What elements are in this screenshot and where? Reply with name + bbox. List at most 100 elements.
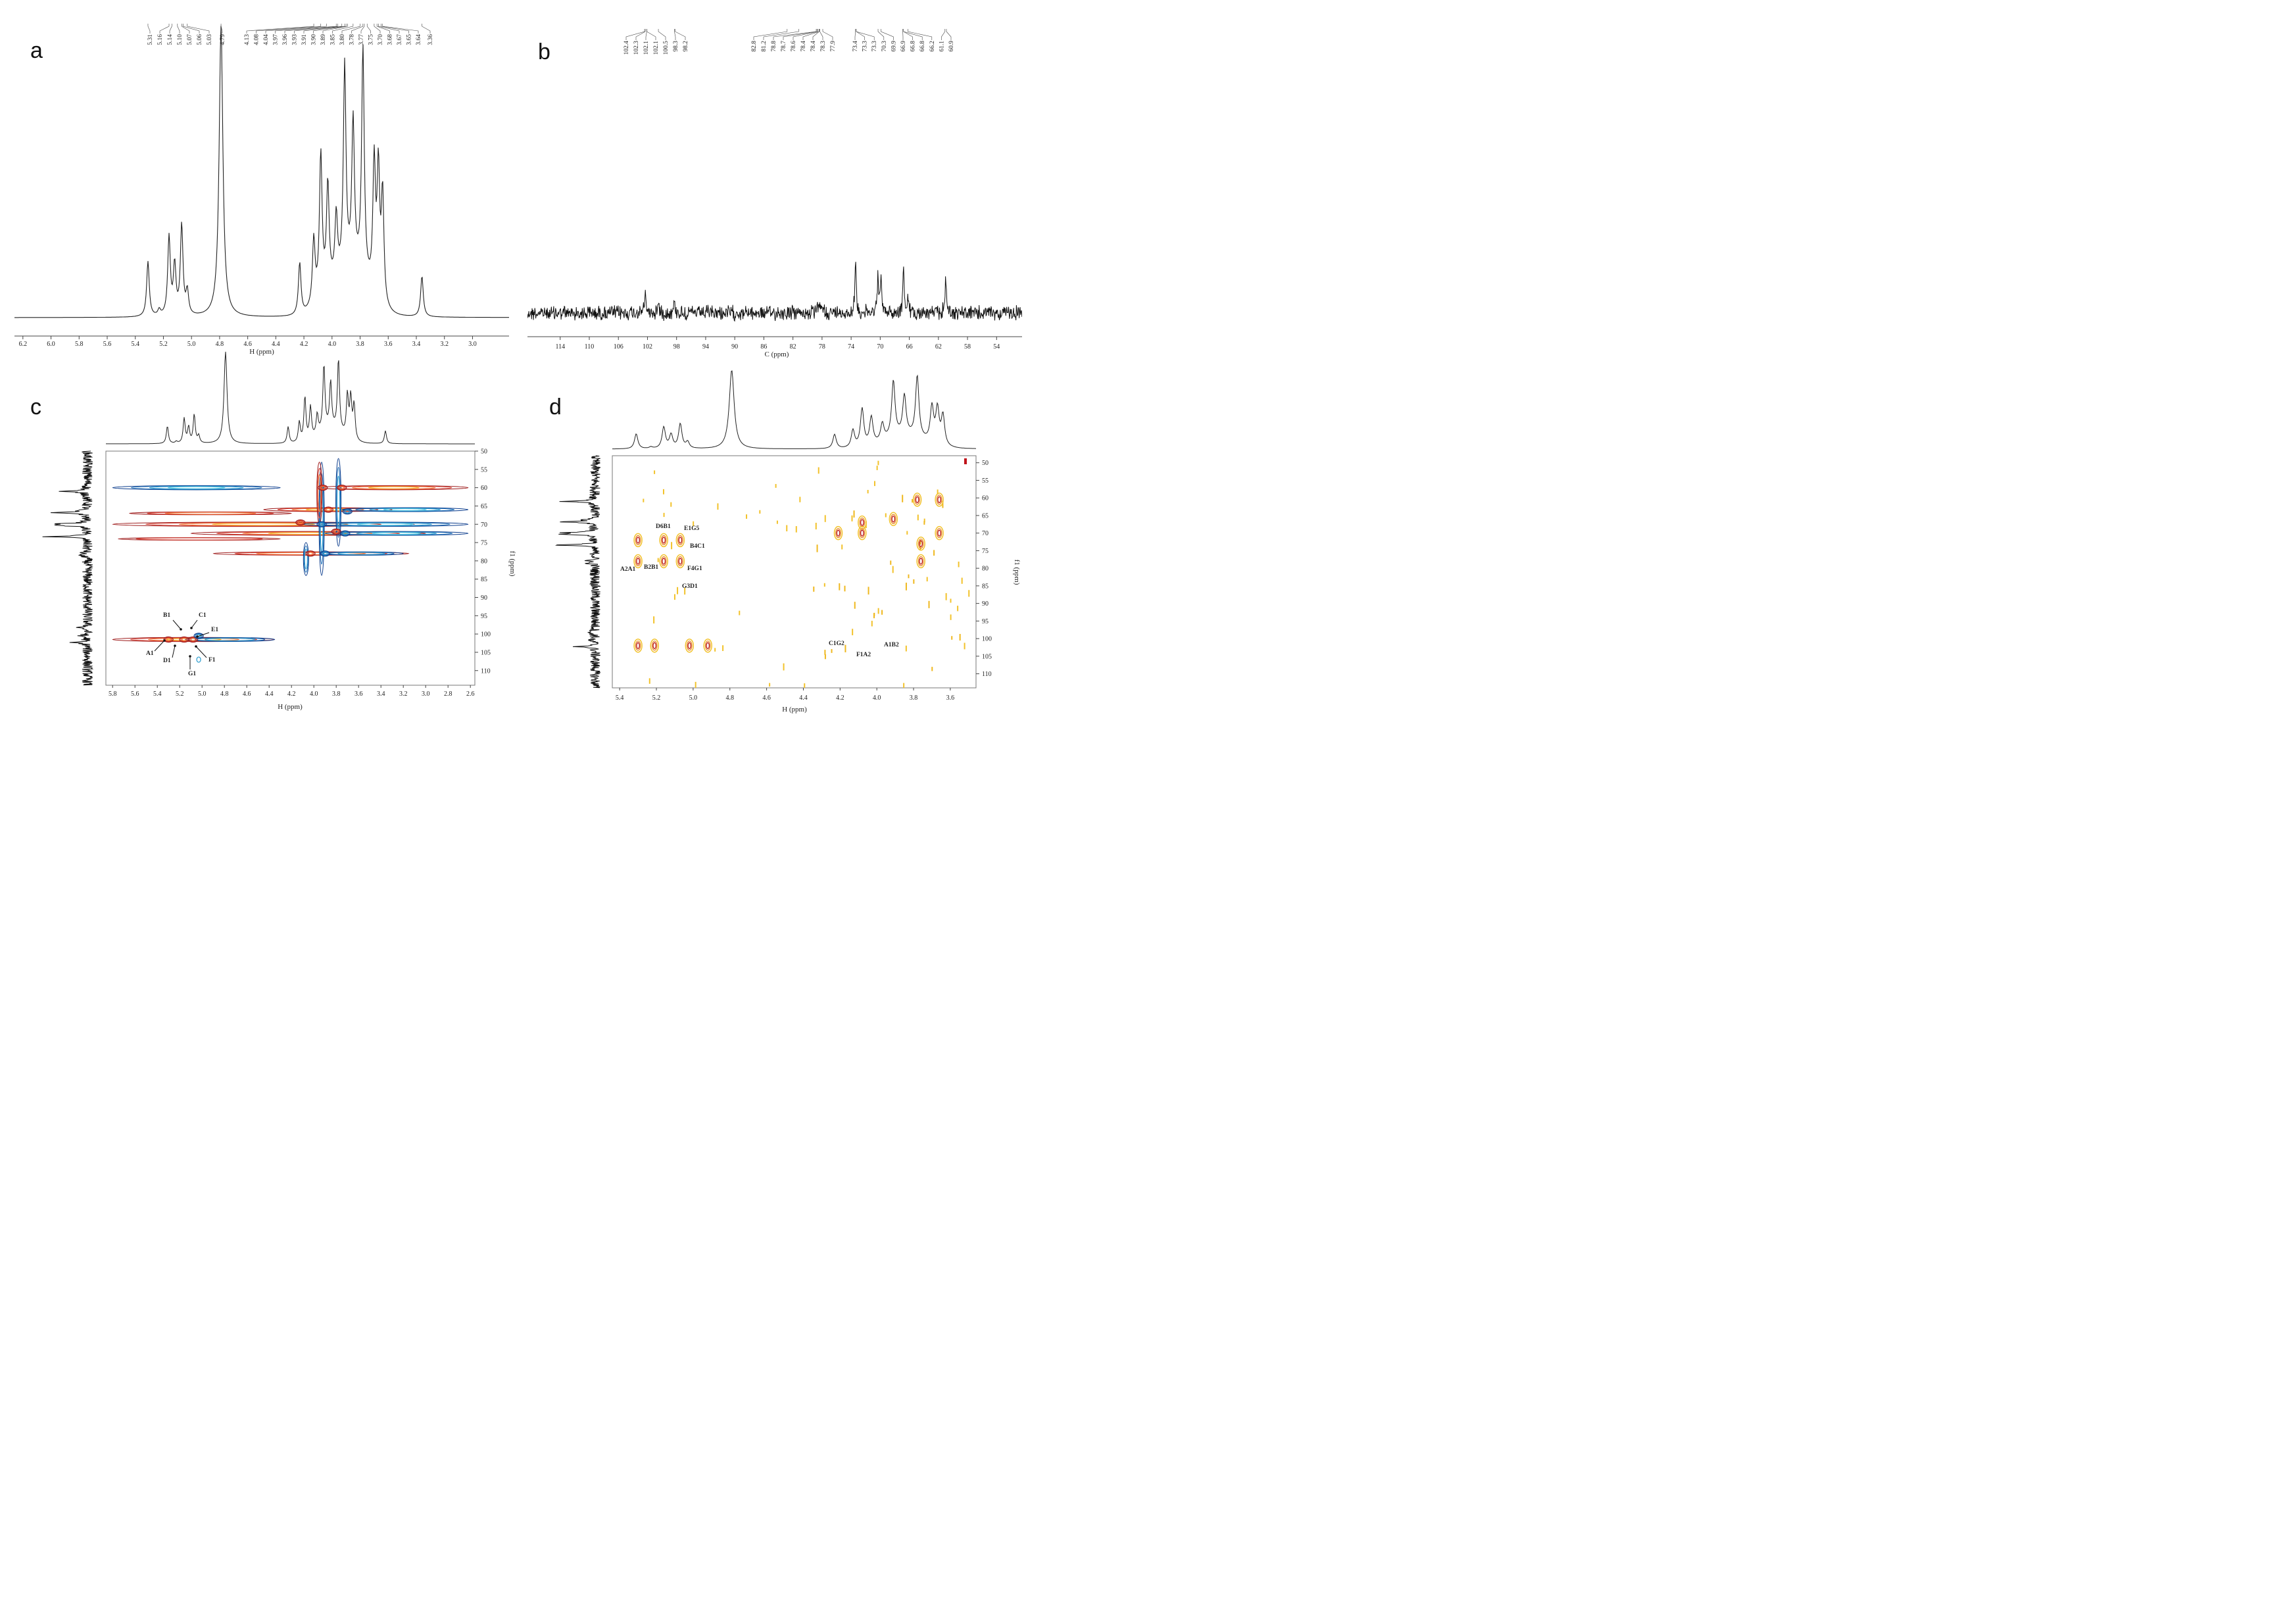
panel-c-contour-line: [324, 531, 469, 536]
panel-a-tick-label: 4.6: [243, 341, 252, 348]
panel-d-noise-dot: [877, 460, 879, 466]
panel-c-y-tick-label: 80: [481, 558, 487, 565]
panel-b-tick-label: 94: [702, 343, 709, 350]
panel-d-cross-peak: [889, 512, 898, 527]
panel-c-annotation-arrowhead: [195, 645, 197, 648]
panel-d-annotation-label: A2A1: [620, 566, 635, 573]
panel-c-cross-peak: [318, 521, 326, 527]
panel-c-annotation-label: A1: [146, 650, 154, 657]
panel-d-noise-dot: [853, 510, 855, 518]
panel-c-x-tick-label: 2.6: [466, 690, 475, 698]
panel-c-contour-line: [336, 466, 341, 538]
panel-d-cross-peak: [677, 556, 683, 567]
panel-d-noise-dot: [813, 586, 815, 592]
panel-a-peak-leader: [187, 24, 210, 34]
panel-b-peak-label: 77.9: [830, 41, 837, 52]
panel-d-y-tick-label: 75: [982, 548, 989, 555]
panel-d-noise-dot: [926, 577, 928, 582]
panel-b-peak-label: 66.2: [929, 41, 936, 52]
panel-c-cross-peak: [333, 529, 339, 533]
panel-b-peak-leader: [647, 29, 656, 40]
panel-c-contour-line: [372, 532, 422, 535]
panel-a-peak-label: 4.08: [254, 34, 260, 45]
panel-d-x-tick-label: 5.0: [689, 694, 698, 702]
panel-c-contour-line: [318, 474, 322, 512]
panel-a-peak-label: 3.65: [406, 34, 413, 45]
panel-d-annotation-label: E1G5: [684, 525, 699, 532]
panel-a-peak-leader: [381, 24, 409, 34]
panel-b-peak-leader: [753, 29, 788, 40]
panel-d-noise-dot: [831, 649, 833, 653]
panel-c-contour-line: [205, 638, 256, 641]
panel-d-cross-peak: [685, 639, 695, 653]
panel-d-annotation-label: F1A2: [856, 652, 871, 658]
panel-d-noise-dot: [957, 606, 959, 612]
panel-b-peak-leader: [635, 29, 646, 40]
panel-a-peak-label: 3.75: [368, 34, 375, 45]
panel-a-peak-leader: [177, 24, 180, 34]
panel-c-cross-peak: [319, 522, 324, 526]
panel-d-cross-peak: [686, 640, 693, 651]
panel-d-noise-dot: [905, 645, 907, 652]
panel-d-noise-dot: [684, 587, 686, 595]
panel-c-x-tick-label: 4.0: [310, 690, 318, 698]
panel-a-peak-label: 3.64: [416, 34, 422, 45]
panel-c-x-tick-label: 4.4: [265, 690, 274, 698]
panel-a-tick-label: 6.0: [47, 341, 55, 348]
panel-d-noise-dot: [662, 489, 664, 495]
panel-c-contour-line: [303, 545, 308, 573]
panel-b-tick-label: 114: [555, 343, 565, 350]
panel-c-contour-line: [130, 485, 262, 490]
panel-c-contour-line: [242, 531, 375, 535]
panel-b-tick-label: 90: [731, 343, 738, 350]
panel-d-cross-peak: [704, 640, 711, 651]
panel-b-tick-label: 106: [614, 343, 623, 350]
panel-a-peak-label: 5.14: [167, 34, 174, 45]
panel-c-cross-peak: [331, 528, 341, 535]
panel-c-contour-line: [368, 486, 420, 489]
panel-d-y-tick-label: 110: [982, 671, 992, 678]
panel-b-peak-label: 102.3: [633, 41, 640, 55]
panel-d-noise-dot: [816, 544, 818, 552]
panel-b-peak-leader: [877, 29, 885, 40]
panel-d-noise-dot: [902, 495, 904, 502]
panel-c-annotation-arrow: [195, 646, 207, 658]
panel-a-peak-label: 3.93: [292, 34, 299, 45]
panel-d-cross-peak: [916, 536, 925, 551]
panel-d-cross-peak: [633, 554, 643, 569]
panel-d-noise-dot: [968, 590, 970, 597]
panel-d-noise-dot: [722, 645, 724, 652]
panel-d-cross-peak: [833, 525, 843, 541]
panel-d-cross-peak: [662, 537, 666, 544]
panel-b-peak-label: 60.9: [948, 41, 955, 52]
panel-d-y-ticks: 50 55 60 65 70 75 80 85 90 95 100 105 110: [976, 460, 992, 678]
panel-a-tick-label: 3.4: [412, 341, 421, 348]
panel-d-y-tick-label: 90: [982, 600, 989, 608]
panel-c-annotation-arrowhead: [196, 635, 199, 638]
panel-c-contour-line: [145, 521, 382, 527]
panel-b-peak-leader: [763, 29, 799, 40]
panel-d-noise-dot: [923, 518, 925, 523]
panel-a-tick-label: 4.2: [300, 341, 308, 348]
panel-c-contour-line: [112, 485, 281, 491]
panel-a-peak-label: 3.90: [311, 34, 318, 45]
panel-d-noise-dot: [919, 540, 921, 545]
panel-a-tick-label: 3.2: [440, 341, 449, 348]
panel-a-peak-label: 3.68: [387, 34, 394, 45]
panel-a-peak-label: 5.31: [147, 34, 154, 45]
panel-b-peak-label: 66.9: [900, 41, 907, 52]
panel-c-y-tick-label: 100: [481, 631, 491, 639]
panel-b-peak-label: 78.6: [791, 41, 797, 52]
panel-d-noise-dot: [917, 514, 919, 521]
panel-d-x-tick-label: 5.2: [652, 694, 661, 702]
panel-c-contour-line: [304, 548, 308, 569]
panel-b-peak-label: 78.3: [820, 41, 827, 52]
panel-d-noise-dot: [670, 502, 672, 507]
panel-d-x-ticks: 5.4 5.2 5.0 4.8 4.6 4.4 4.2 4.0 3.8 3.6: [616, 688, 954, 702]
figure-canvas: a b c d 6.2 6.0 5.8 5.6 5.4 5.2 5.0 4.8 4.6 4.4 4.…: [14, 24, 1022, 713]
panel-c-contour-line: [164, 512, 256, 515]
panel-d-noise-dot: [871, 621, 873, 627]
panel-d-y-tick-label: 70: [982, 530, 989, 537]
panel-c-cross-peak: [343, 531, 348, 535]
panel-c-y-ticks: 50 55 60 65 70 75 80 85 90 95 100 105 110: [475, 448, 491, 675]
